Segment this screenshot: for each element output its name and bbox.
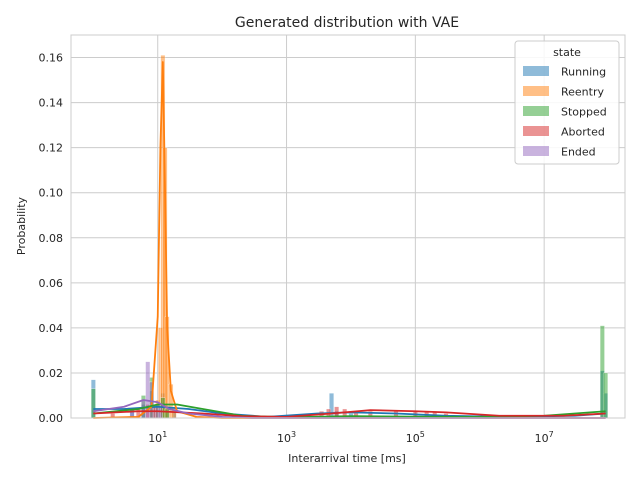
x-tick-exponent: 3 — [291, 430, 296, 439]
chart-title: Generated distribution with VAE — [235, 15, 459, 31]
y-tick-label: 0.08 — [39, 232, 64, 245]
histogram-bar-ended — [158, 406, 163, 419]
legend-label-reentry: Reentry — [561, 86, 604, 99]
x-tick-label: 101 — [148, 430, 167, 445]
y-axis-label: Probability — [15, 196, 28, 255]
axes-frame — [70, 34, 626, 419]
histogram-bar-stopped — [164, 408, 170, 419]
x-tick-label: 105 — [406, 430, 425, 445]
legend-label-stopped: Stopped — [561, 106, 607, 119]
x-tick-base: 10 — [277, 432, 291, 445]
x-axis-ticks: 101 103 105 107 — [148, 430, 554, 445]
x-tick-base: 10 — [406, 432, 420, 445]
legend-label-running: Running — [561, 66, 606, 79]
legend-swatch-stopped — [523, 106, 549, 116]
legend-label-aborted: Aborted — [561, 126, 605, 139]
x-axis-label: Interarrival time [ms] — [288, 452, 406, 465]
legend-swatch-aborted — [523, 126, 549, 136]
kde-line-aborted — [93, 409, 606, 418]
x-tick-label: 103 — [277, 430, 296, 445]
y-axis-ticks: 0.00 0.02 0.04 0.06 0.08 0.10 0.12 0.14 0.16 — [39, 52, 64, 425]
y-tick-label: 0.00 — [39, 412, 64, 425]
y-tick-label: 0.10 — [39, 187, 64, 200]
x-tick-base: 10 — [535, 432, 549, 445]
legend-title: state — [553, 46, 581, 59]
legend-swatch-ended — [523, 146, 549, 156]
y-tick-label: 0.06 — [39, 277, 64, 290]
legend-entries: Running Reentry Stopped Aborted Ended — [523, 66, 607, 159]
y-tick-label: 0.02 — [39, 367, 64, 380]
legend-swatch-reentry — [523, 86, 549, 96]
y-tick-label: 0.14 — [39, 97, 64, 110]
x-tick-base: 10 — [148, 432, 162, 445]
x-tick-exponent: 5 — [420, 430, 425, 439]
legend: state Running Reentry Stopped Aborted Ended — [514, 40, 620, 165]
y-tick-label: 0.04 — [39, 322, 64, 335]
legend-label-ended: Ended — [561, 146, 596, 159]
x-tick-exponent: 1 — [162, 430, 167, 439]
y-tick-label: 0.16 — [39, 52, 64, 65]
x-tick-exponent: 7 — [549, 430, 554, 439]
x-tick-label: 107 — [535, 430, 554, 445]
legend-swatch-running — [523, 66, 549, 76]
y-tick-label: 0.12 — [39, 142, 64, 155]
